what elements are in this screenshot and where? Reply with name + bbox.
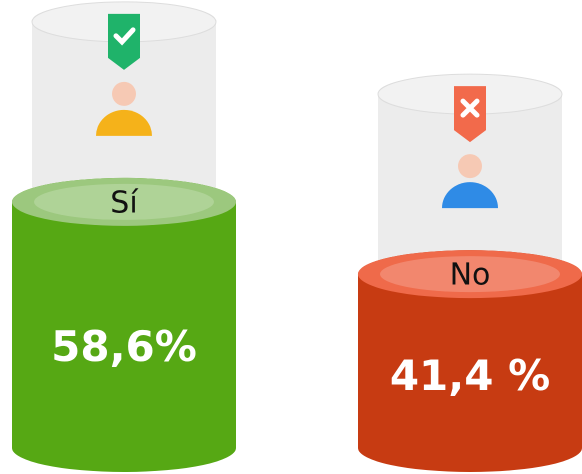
value-label: 58,6%	[51, 322, 197, 371]
bar-top-inner	[34, 183, 214, 220]
bar	[358, 250, 582, 472]
person-head	[458, 154, 482, 179]
badge-symbol	[460, 98, 480, 118]
bar-top-inner	[380, 256, 560, 293]
badge-symbol	[113, 27, 136, 46]
person-body	[442, 182, 498, 209]
bar-top	[358, 250, 582, 299]
value-label: 41,4 %	[390, 351, 550, 400]
person-body	[96, 109, 152, 136]
category-label: Sí	[110, 185, 139, 220]
person-head	[112, 81, 136, 106]
category-label: No	[450, 258, 491, 293]
bar-top	[12, 177, 236, 226]
bar	[12, 177, 236, 472]
